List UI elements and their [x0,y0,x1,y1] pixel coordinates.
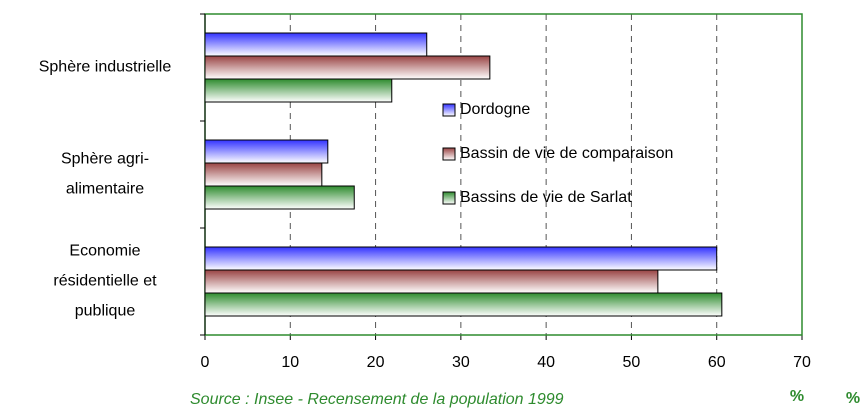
bar [204,32,428,57]
x-tick-label: 60 [708,354,726,371]
bar [204,246,718,271]
x-tick-label: 50 [623,354,641,371]
x-tick-label: 40 [537,354,555,371]
x-tick-label: 20 [367,354,385,371]
unit-label: % [790,388,804,405]
legend-swatch [442,191,456,205]
bar [204,55,491,80]
legend-label: Bassin de vie de comparaison [460,145,673,162]
y-tick-label: Sphère industrielle [39,59,172,76]
legend-label: Dordogne [460,101,530,118]
y-tick-label: Sphère agri- [61,151,149,168]
x-tick-label: 70 [793,354,811,371]
bar [204,269,659,294]
y-tick-label: Economie [69,243,140,260]
source: Source : Insee - Recensement de la popul… [190,391,564,408]
bar [204,139,329,164]
legend-swatch [442,103,456,117]
x-tick-label: 30 [452,354,470,371]
legend-label: Bassins de vie de Sarlat [460,189,632,206]
bar [204,78,393,103]
x-tick-label: 0 [201,354,210,371]
bar [204,162,323,187]
bar [204,185,355,210]
bar [204,292,723,317]
y-tick-label: publique [75,303,136,320]
y-tick-label: résidentielle et [53,273,157,290]
legend-swatch [442,147,456,161]
x-tick-label: 10 [281,354,299,371]
y-tick-label: alimentaire [66,181,144,198]
unit-label: % [846,390,860,407]
